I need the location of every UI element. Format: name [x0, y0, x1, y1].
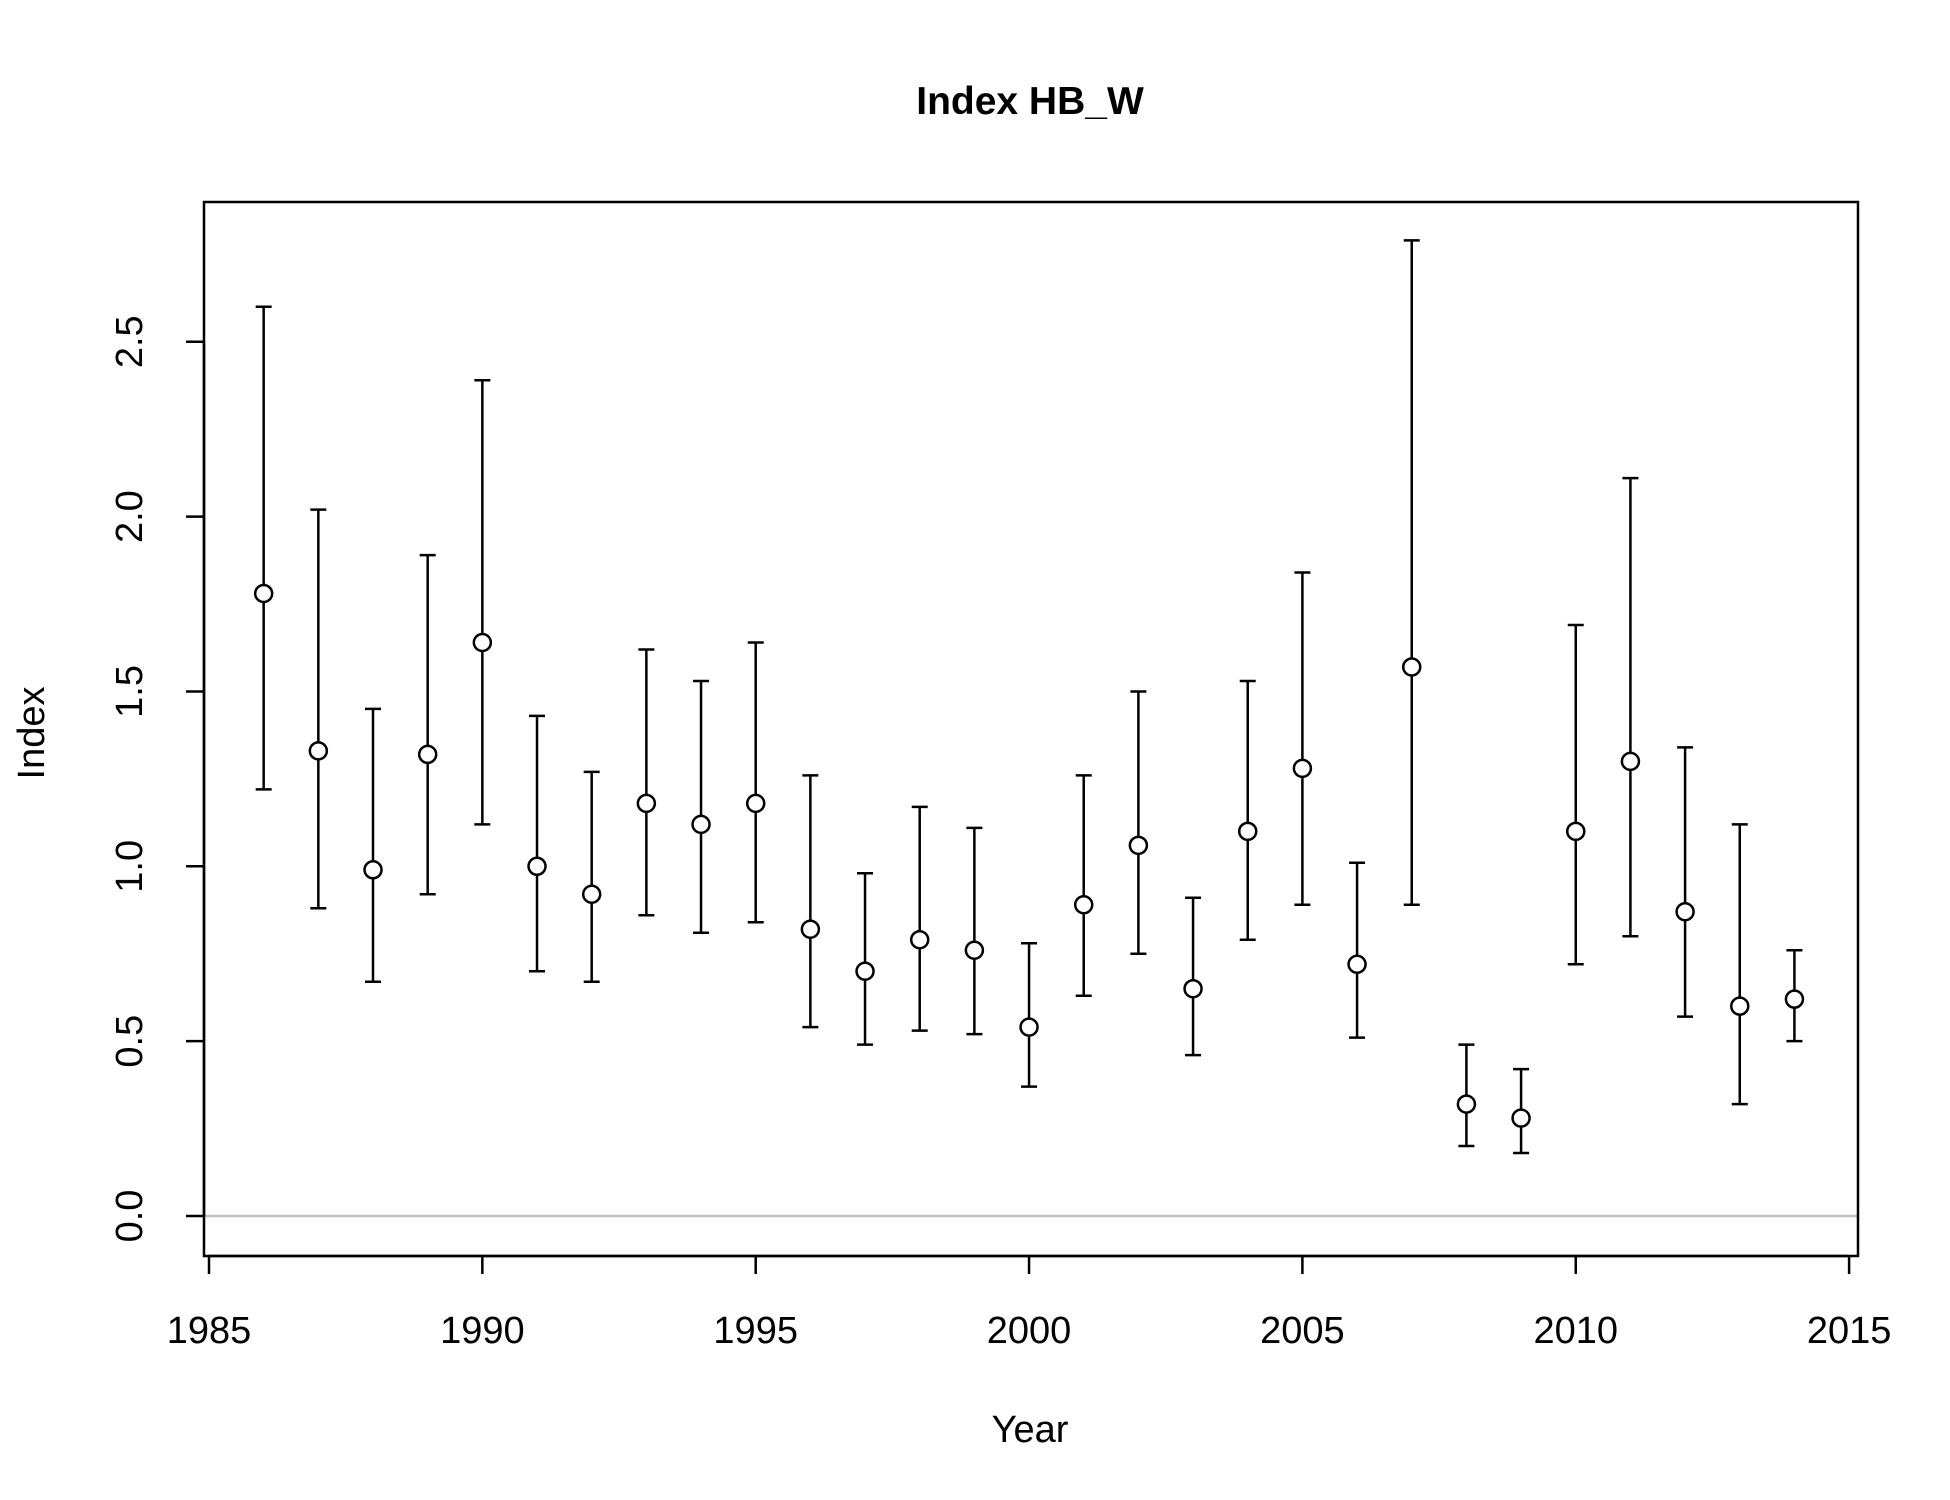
error-bar	[365, 707, 382, 983]
x-tick-label: 2015	[1807, 1310, 1892, 1352]
error-bar	[1349, 861, 1366, 1039]
error-bar	[911, 805, 928, 1032]
error-bar	[966, 826, 983, 1036]
data-point	[1237, 821, 1258, 842]
x-tick-label: 2005	[1260, 1310, 1345, 1352]
data-point	[363, 860, 383, 880]
data-point	[1019, 1017, 1039, 1037]
error-bar	[1075, 774, 1092, 997]
error-bars	[255, 239, 1803, 1155]
data-point	[800, 919, 821, 939]
x-tick-label: 2010	[1533, 1310, 1618, 1352]
error-bar	[474, 378, 491, 826]
error-bar	[1294, 571, 1311, 907]
y-tick-label: 0.0	[109, 1190, 151, 1243]
data-point	[1073, 895, 1094, 915]
error-bar	[1567, 623, 1584, 966]
error-bar	[1185, 896, 1202, 1057]
y-axis: 0.0 0.5 1.0 1.5 2.0 2.5	[109, 315, 206, 1243]
data-point	[1675, 902, 1695, 922]
error-bar	[1622, 476, 1639, 938]
error-bar	[583, 770, 600, 983]
data-point	[1128, 835, 1149, 856]
y-axis-label: Index	[11, 687, 53, 780]
error-bar	[1677, 746, 1694, 1018]
error-bar	[638, 648, 655, 917]
data-point	[417, 744, 438, 765]
error-bar	[529, 714, 546, 973]
x-tick-label: 1990	[440, 1310, 525, 1352]
data-point	[636, 793, 657, 814]
data-point	[964, 940, 985, 960]
x-tick-label: 1995	[713, 1310, 798, 1352]
data-point	[1183, 978, 1203, 999]
error-bar	[747, 641, 764, 924]
data-point	[1784, 989, 1805, 1009]
data-point	[527, 856, 547, 877]
error-bar	[1130, 690, 1147, 955]
data-point	[855, 961, 875, 981]
data-point	[253, 583, 274, 604]
error-bar	[857, 872, 874, 1046]
error-bar	[1403, 239, 1420, 907]
data-point	[745, 793, 766, 814]
error-bar	[255, 305, 272, 791]
x-axis-label: Year	[992, 1409, 1069, 1451]
data-point	[1511, 1108, 1531, 1128]
data-point	[1292, 758, 1313, 779]
x-axis: 1985 1990 1995 2000 2005 2010 2015	[167, 1254, 1892, 1352]
error-bar	[310, 508, 327, 910]
x-tick-label: 2000	[987, 1310, 1072, 1352]
y-tick-label: 1.0	[109, 840, 151, 893]
data-point	[581, 884, 602, 905]
data-point	[1347, 954, 1367, 974]
data-point	[1566, 821, 1586, 842]
error-bar	[1731, 823, 1748, 1106]
x-tick-label: 1985	[167, 1310, 252, 1352]
data-point	[1620, 751, 1641, 772]
y-tick-label: 2.0	[109, 490, 151, 543]
data-point	[1401, 657, 1422, 677]
data-points	[253, 583, 1805, 1128]
error-bar	[1239, 679, 1256, 941]
error-bar	[419, 553, 436, 896]
y-tick-label: 0.5	[109, 1015, 151, 1068]
plot-frame	[202, 200, 1860, 1258]
y-tick-label: 1.5	[109, 665, 151, 718]
error-bar	[802, 774, 819, 1029]
chart-title: Index HB_W	[916, 80, 1144, 123]
data-point	[308, 741, 329, 761]
data-point	[1456, 1094, 1477, 1114]
error-bar	[693, 679, 710, 934]
data-point	[1730, 996, 1750, 1016]
data-point	[691, 814, 711, 835]
data-point	[472, 632, 493, 653]
data-point	[909, 929, 930, 950]
error-bar	[1021, 941, 1038, 1088]
y-tick-label: 2.5	[109, 315, 151, 368]
